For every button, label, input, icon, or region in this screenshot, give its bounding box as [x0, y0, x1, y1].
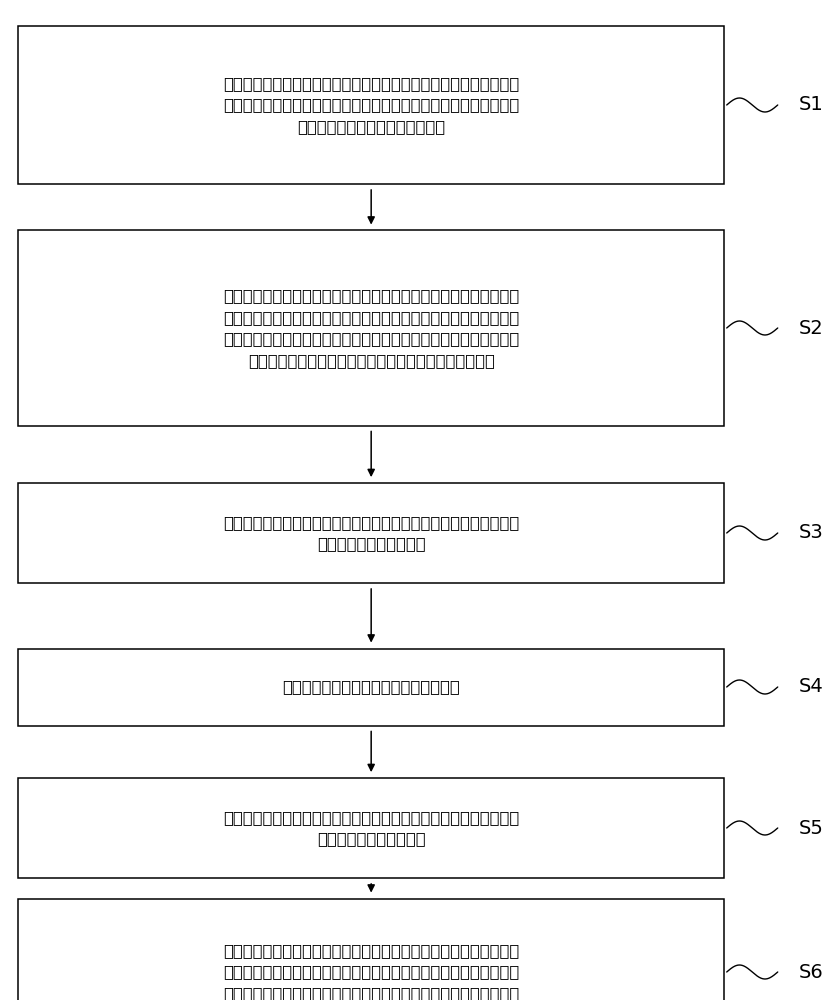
Text: 提供一衬底，所述衬底具有一存储阵列区和位于所述存储阵列区外围
的周边区，并且在所述衬底上形成有一导电材料层，所述导电材料层
覆盖所述存储阵列区和所述周边区: 提供一衬底，所述衬底具有一存储阵列区和位于所述存储阵列区外围 的周边区，并且在所…	[223, 76, 519, 134]
Text: S600: S600	[798, 962, 823, 982]
Text: S100: S100	[798, 96, 823, 114]
Text: S400: S400	[798, 678, 823, 696]
Text: S300: S300	[798, 524, 823, 542]
Bar	[18, 778, 724, 878]
Bar	[18, 898, 724, 1000]
Text: 形成第一间隔侧墙在所述辅助线的侧壁上: 形成第一间隔侧墙在所述辅助线的侧壁上	[282, 680, 460, 694]
Text: 去除所述辅助线，并保留所述第一间隔侧墙，多条所述第一间隔侧墙
的图形用于构成位线图形: 去除所述辅助线，并保留所述第一间隔侧墙，多条所述第一间隔侧墙 的图形用于构成位线…	[223, 810, 519, 846]
Text: S200: S200	[798, 318, 823, 338]
Text: 去除所述第一保护层，以暴露出所述周边膜层，并将所述周边膜层的
所述周边栅极图形和所述位线图形复制至所述导电材料层中，以分别
形成周边栅极层在所述周边区中，以及形: 去除所述第一保护层，以暴露出所述周边膜层，并将所述周边膜层的 所述周边栅极图形和…	[223, 943, 519, 1000]
Bar	[18, 483, 724, 583]
Text: 形成初始图案层在衬底上，所述初始图案层位于所述导电材料层的上
方，其中所述初始图案层包括至少一个周边膜层和辅助线群组，所述
周边膜层位于所述周边区中并具有周边栅: 形成初始图案层在衬底上，所述初始图案层位于所述导电材料层的上 方，其中所述初始图…	[223, 288, 519, 368]
Text: S500: S500	[798, 818, 823, 838]
Bar	[18, 231, 724, 426]
Bar	[18, 648, 724, 726]
Bar	[18, 26, 724, 184]
Text: 形成第一保护层在所述衬底上，所述第一保护层覆盖所述周边膜层，
并暴露出所述辅助线群组: 形成第一保护层在所述衬底上，所述第一保护层覆盖所述周边膜层， 并暴露出所述辅助线…	[223, 515, 519, 551]
